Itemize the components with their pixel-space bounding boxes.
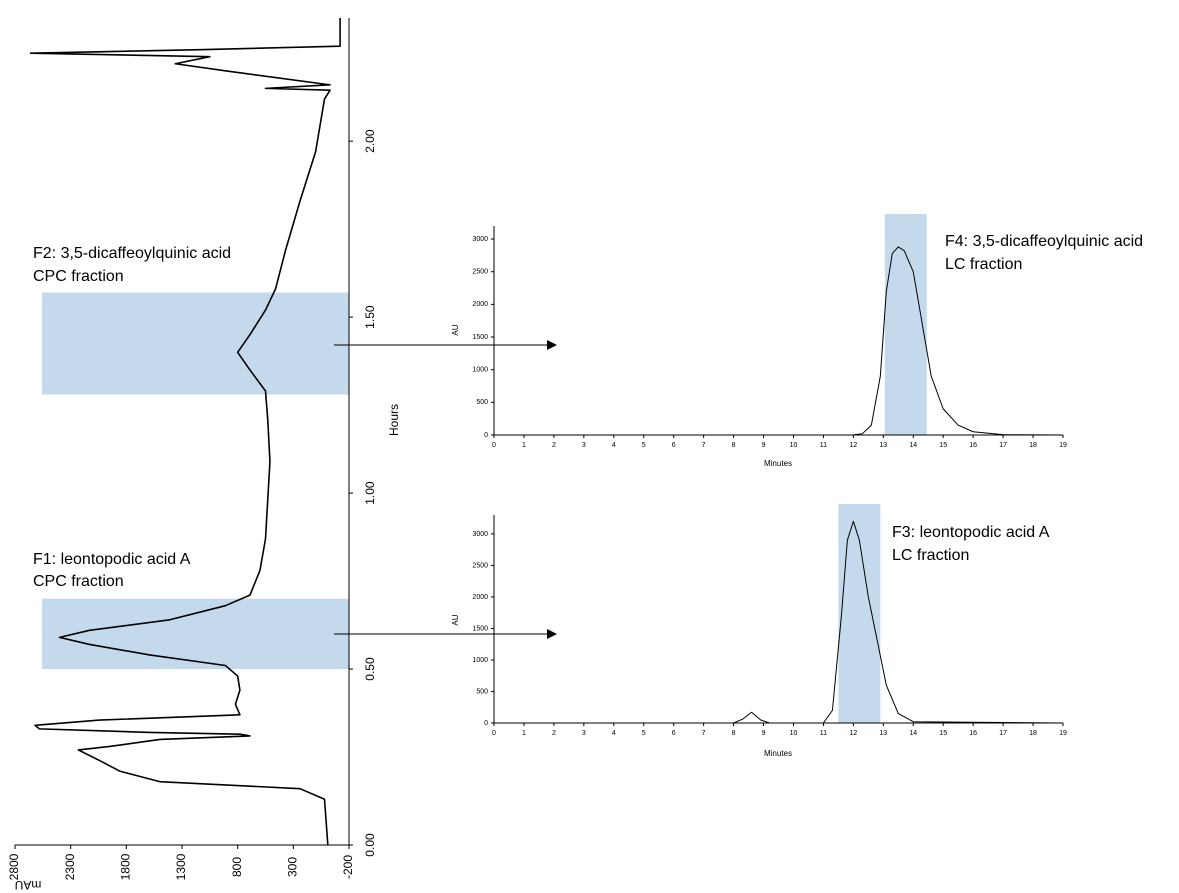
annotation: F3: leontopodic acid A xyxy=(892,524,1050,541)
y-tick-label: 0.50 xyxy=(363,657,377,681)
x-tick-label: 0 xyxy=(492,730,496,737)
x-tick-label: 9 xyxy=(762,730,766,737)
annotation: F2: 3,5-dicaffeoylquinic acid xyxy=(33,245,231,262)
y-tick-label: 2000 xyxy=(472,301,488,308)
x-tick-label: 1800 xyxy=(119,853,133,880)
x-tick-label: 3 xyxy=(582,730,586,737)
x-tick-label: 2300 xyxy=(63,853,77,880)
y-tick-label: 3000 xyxy=(472,236,488,243)
y-tick-label: 2000 xyxy=(472,594,488,601)
axis-label: Minutes xyxy=(764,749,792,758)
x-tick-label: 1 xyxy=(522,442,526,449)
x-tick-label: 18 xyxy=(1029,730,1037,737)
x-tick-label: 4 xyxy=(612,442,616,449)
y-tick-label: 500 xyxy=(476,399,488,406)
x-tick-label: 7 xyxy=(702,442,706,449)
axis-label: Hours xyxy=(387,404,401,436)
x-tick-label: 15 xyxy=(939,730,947,737)
axis-label: mAU xyxy=(15,878,42,892)
x-tick-label: 8 xyxy=(732,442,736,449)
x-tick-label: 17 xyxy=(999,730,1007,737)
y-tick-label: 2.00 xyxy=(363,129,377,153)
axis-label: Minutes xyxy=(764,459,792,468)
axis-label: AU xyxy=(451,614,460,625)
x-tick-label: 14 xyxy=(909,730,917,737)
annotation: LC fraction xyxy=(945,256,1022,273)
annotation: CPC fraction xyxy=(33,573,124,590)
x-tick-label: 12 xyxy=(849,442,857,449)
y-tick-label: 1.00 xyxy=(363,481,377,505)
x-tick-label: -200 xyxy=(341,855,355,879)
x-tick-label: 8 xyxy=(732,730,736,737)
x-tick-label: 800 xyxy=(230,857,244,877)
axis-label: AU xyxy=(451,324,460,335)
x-tick-label: 5 xyxy=(642,730,646,737)
x-tick-label: 6 xyxy=(672,730,676,737)
x-tick-label: 16 xyxy=(969,442,977,449)
y-tick-label: 1.50 xyxy=(363,305,377,329)
series-line xyxy=(29,18,341,846)
series-line xyxy=(494,246,1064,436)
x-tick-label: 16 xyxy=(969,730,977,737)
x-tick-label: 11 xyxy=(820,730,827,737)
x-tick-label: 10 xyxy=(790,442,798,449)
x-tick-label: 2 xyxy=(552,730,556,737)
y-tick-label: 2500 xyxy=(472,269,488,276)
x-tick-label: 3 xyxy=(582,442,586,449)
x-tick-label: 10 xyxy=(790,730,798,737)
highlight-band xyxy=(42,598,349,670)
highlight-band xyxy=(884,214,927,435)
x-tick-label: 4 xyxy=(612,730,616,737)
x-tick-label: 2800 xyxy=(7,853,21,880)
annotation: CPC fraction xyxy=(33,268,124,285)
x-tick-label: 7 xyxy=(702,730,706,737)
x-tick-label: 12 xyxy=(849,730,857,737)
x-tick-label: 5 xyxy=(642,442,646,449)
annotation: F4: 3,5-dicaffeoylquinic acid xyxy=(945,233,1143,250)
series-line xyxy=(494,520,1064,724)
annotation: LC fraction xyxy=(892,547,969,564)
y-tick-label: 0.00 xyxy=(363,833,377,857)
y-tick-label: 1500 xyxy=(472,334,488,341)
x-tick-label: 6 xyxy=(672,442,676,449)
highlights xyxy=(42,214,927,723)
x-tick-label: 19 xyxy=(1059,730,1067,737)
x-tick-label: 0 xyxy=(492,442,496,449)
y-tick-label: 500 xyxy=(476,688,488,695)
y-tick-label: 0 xyxy=(484,720,488,727)
x-tick-label: 2 xyxy=(552,442,556,449)
y-tick-label: 1000 xyxy=(472,657,488,664)
x-tick-label: 13 xyxy=(879,442,887,449)
x-tick-label: 13 xyxy=(879,730,887,737)
x-tick-label: 15 xyxy=(939,442,947,449)
y-tick-label: 0 xyxy=(484,432,488,439)
highlight-band xyxy=(42,292,349,395)
x-tick-label: 14 xyxy=(909,442,917,449)
x-tick-label: 19 xyxy=(1059,442,1067,449)
x-tick-label: 1 xyxy=(522,730,526,737)
y-tick-label: 3000 xyxy=(472,531,488,538)
x-tick-label: 11 xyxy=(820,442,827,449)
highlight-band xyxy=(838,504,881,723)
x-tick-label: 1300 xyxy=(174,853,188,880)
x-tick-label: 18 xyxy=(1029,442,1037,449)
y-tick-label: 1000 xyxy=(472,367,488,374)
y-tick-label: 1500 xyxy=(472,625,488,632)
x-tick-label: 9 xyxy=(762,442,766,449)
x-tick-label: 17 xyxy=(999,442,1007,449)
y-tick-label: 2500 xyxy=(472,562,488,569)
annotation: F1: leontopodic acid A xyxy=(33,551,191,568)
x-tick-label: 300 xyxy=(286,857,300,877)
